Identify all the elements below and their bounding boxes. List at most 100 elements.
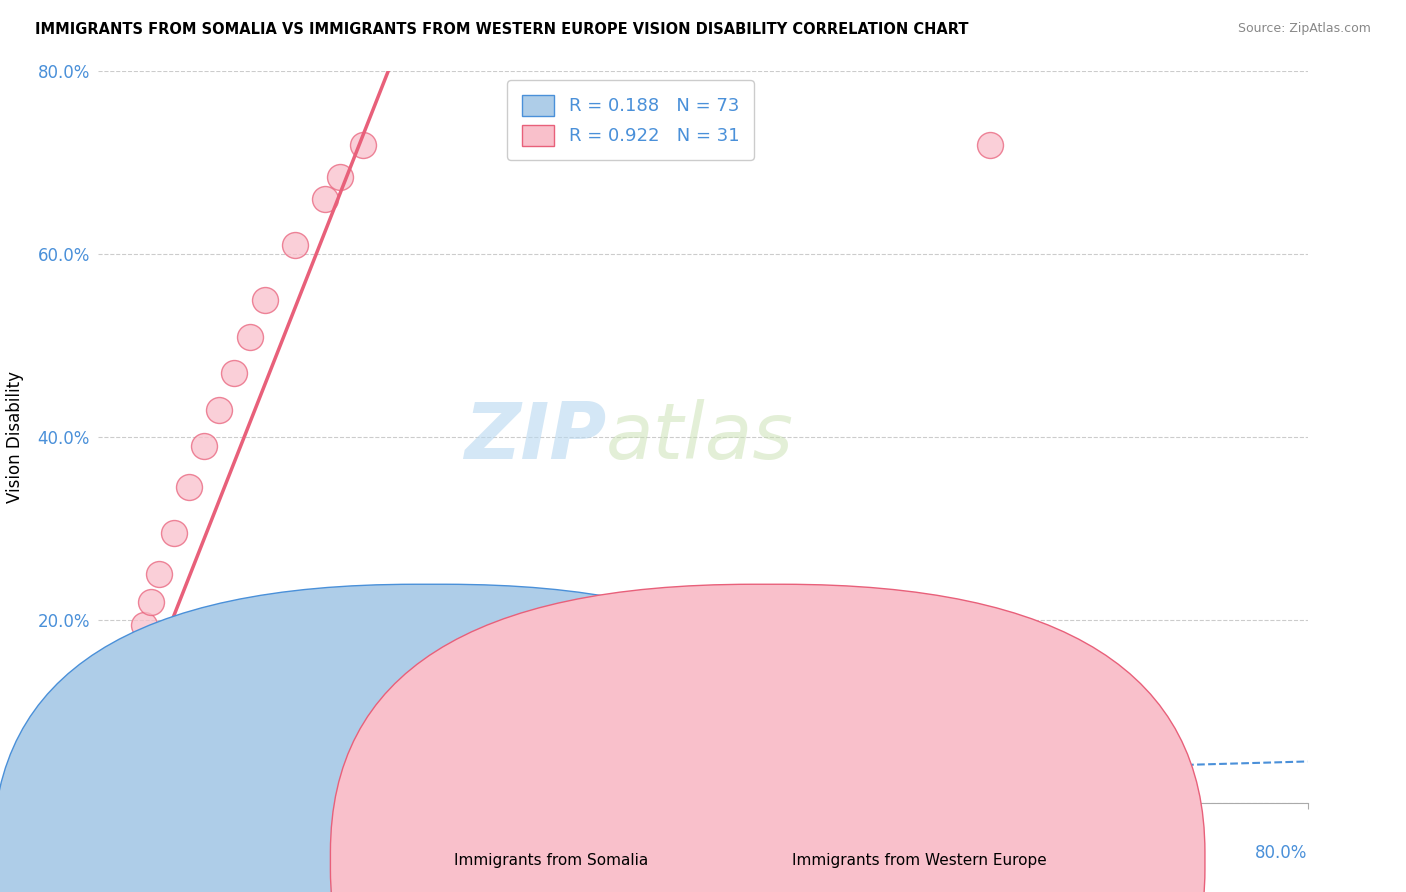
Point bbox=[193, 439, 215, 453]
Point bbox=[124, 787, 146, 801]
Point bbox=[101, 789, 124, 804]
Point bbox=[141, 594, 163, 608]
Point bbox=[101, 788, 124, 802]
Point bbox=[103, 787, 125, 801]
Point bbox=[148, 567, 170, 582]
Point bbox=[103, 789, 125, 804]
Point bbox=[127, 787, 149, 801]
Point bbox=[186, 785, 208, 799]
Point bbox=[179, 480, 201, 494]
Point bbox=[135, 787, 157, 801]
Point bbox=[179, 786, 201, 800]
Point bbox=[110, 786, 132, 800]
Text: atlas: atlas bbox=[606, 399, 794, 475]
Point bbox=[96, 789, 118, 804]
Point bbox=[125, 645, 148, 659]
Point bbox=[111, 699, 134, 714]
Point bbox=[239, 785, 262, 799]
Point bbox=[110, 788, 132, 802]
Point bbox=[120, 787, 142, 801]
Point bbox=[93, 789, 115, 804]
Point bbox=[105, 727, 128, 741]
Y-axis label: Vision Disability: Vision Disability bbox=[6, 371, 24, 503]
Point bbox=[91, 782, 114, 797]
Point bbox=[91, 791, 114, 805]
Point bbox=[89, 791, 111, 805]
Point bbox=[94, 789, 117, 804]
Point bbox=[101, 750, 124, 764]
Point bbox=[90, 790, 112, 805]
Point bbox=[94, 790, 117, 805]
Legend: R = 0.188   N = 73, R = 0.922   N = 31: R = 0.188 N = 73, R = 0.922 N = 31 bbox=[508, 80, 754, 160]
Point bbox=[352, 137, 374, 152]
Point bbox=[98, 764, 121, 778]
Point bbox=[148, 787, 170, 801]
Point bbox=[118, 667, 141, 681]
Point bbox=[132, 617, 155, 632]
Point bbox=[129, 788, 152, 802]
Point bbox=[98, 789, 121, 803]
Point bbox=[253, 784, 276, 798]
Point bbox=[96, 788, 118, 802]
Point bbox=[163, 526, 186, 541]
Point bbox=[91, 789, 114, 803]
Point bbox=[150, 786, 173, 800]
Point bbox=[239, 329, 262, 343]
Point bbox=[94, 791, 117, 805]
Point bbox=[269, 784, 291, 798]
Point bbox=[141, 787, 163, 801]
Point bbox=[96, 770, 118, 784]
Point bbox=[108, 714, 131, 728]
Point bbox=[125, 788, 148, 802]
Point bbox=[90, 787, 112, 801]
Text: 0.0%: 0.0% bbox=[98, 845, 141, 863]
Point bbox=[114, 686, 136, 700]
Text: ZIP: ZIP bbox=[464, 399, 606, 475]
Text: Source: ZipAtlas.com: Source: ZipAtlas.com bbox=[1237, 22, 1371, 36]
Point bbox=[98, 790, 121, 805]
Point bbox=[208, 402, 231, 417]
Point bbox=[121, 788, 143, 802]
Point bbox=[111, 788, 134, 802]
Point bbox=[253, 293, 276, 307]
Point bbox=[93, 780, 115, 794]
Point bbox=[314, 192, 336, 206]
Point bbox=[104, 788, 127, 802]
Point bbox=[90, 789, 112, 804]
Point bbox=[94, 775, 117, 789]
Point bbox=[93, 790, 115, 805]
Text: Immigrants from Somalia: Immigrants from Somalia bbox=[454, 854, 648, 868]
Point bbox=[107, 787, 129, 801]
Point bbox=[208, 785, 231, 799]
Point bbox=[100, 789, 122, 804]
Point bbox=[136, 786, 159, 800]
Point bbox=[979, 137, 1001, 152]
Point bbox=[114, 788, 136, 802]
Point bbox=[193, 785, 215, 799]
Point bbox=[98, 789, 121, 804]
Point bbox=[112, 788, 135, 802]
Point bbox=[100, 789, 122, 803]
Point bbox=[224, 366, 246, 380]
Point bbox=[115, 787, 138, 801]
Point bbox=[163, 786, 186, 800]
Point bbox=[132, 787, 155, 801]
Text: Immigrants from Western Europe: Immigrants from Western Europe bbox=[792, 854, 1046, 868]
Point bbox=[122, 787, 145, 801]
Point bbox=[299, 784, 322, 798]
Point bbox=[90, 788, 112, 802]
Point bbox=[91, 787, 114, 801]
Point bbox=[93, 788, 115, 802]
Point bbox=[143, 786, 166, 800]
Point bbox=[284, 784, 307, 798]
Point bbox=[107, 789, 129, 803]
Point bbox=[100, 757, 122, 772]
Point bbox=[105, 789, 128, 803]
Point bbox=[170, 786, 193, 800]
Point bbox=[100, 787, 122, 801]
Point bbox=[91, 790, 114, 805]
Point bbox=[314, 784, 336, 798]
Point bbox=[128, 787, 150, 801]
Text: 80.0%: 80.0% bbox=[1256, 845, 1308, 863]
Point bbox=[108, 788, 131, 802]
